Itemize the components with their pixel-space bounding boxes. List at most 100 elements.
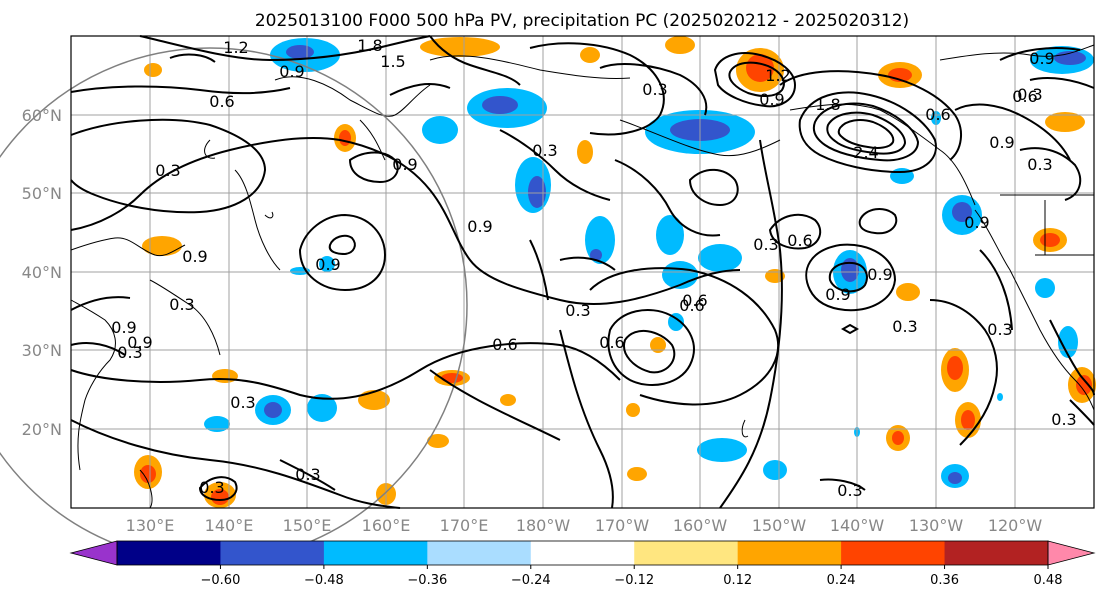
precip-positive-area [650, 337, 666, 353]
precip-negative-area [656, 215, 684, 255]
colorbar-tick-label: −0.48 [304, 573, 344, 588]
precip-strong-negative-area [286, 45, 314, 59]
contour-label: 1.8 [357, 36, 382, 55]
contour-label: 0.3 [532, 141, 557, 160]
contour-label: 0.9 [467, 217, 492, 236]
contour-label: 1.5 [380, 52, 405, 71]
contour-label: 0.3 [117, 343, 142, 362]
colorbar-tick-label: −0.60 [201, 573, 241, 588]
precip-positive-area [144, 63, 162, 77]
precip-strong-area [339, 130, 351, 146]
colorbar-tick-label: 0.12 [723, 573, 752, 588]
contour-label: 0.3 [295, 465, 320, 484]
precip-negative-area [997, 393, 1003, 401]
lon-label: 130°W [909, 516, 964, 535]
colorbar-cells [117, 541, 1049, 565]
precip-strong-negative-area [841, 258, 859, 282]
contour-label: 1.2 [765, 66, 790, 85]
lon-label: 130°E [126, 516, 175, 535]
precip-positive-area [427, 434, 449, 448]
precip-strong-area [746, 54, 774, 82]
precip-negative-area [698, 244, 742, 272]
contour-label: 0.9 [759, 90, 784, 109]
contour-label: 0.9 [182, 247, 207, 266]
lat-label: 30°N [22, 341, 62, 360]
precip-strong-negative-area [948, 472, 962, 484]
colorbar-cell [841, 541, 946, 565]
precip-positive-area [1045, 112, 1085, 132]
colorbar-tick-label: 0.48 [1034, 573, 1063, 588]
precip-positive-area [626, 403, 640, 417]
contour-label: 0.3 [565, 301, 590, 320]
lon-label: 160°E [362, 516, 411, 535]
figure-title: 2025013100 F000 500 hPa PV, precipitatio… [255, 11, 909, 31]
lon-label: 150°E [283, 516, 332, 535]
contour-label: 0.3 [1051, 410, 1076, 429]
contour-label: 0.6 [925, 105, 950, 124]
precip-positive-area [577, 140, 593, 164]
precip-positive-area [580, 47, 600, 63]
precip-positive-area [665, 36, 695, 54]
contour-label: 0.9 [315, 255, 340, 274]
contour-label: 0.9 [989, 133, 1014, 152]
precip-negative-area [697, 438, 747, 462]
precip-strong-area [947, 356, 963, 380]
contour-label: 0.9 [867, 265, 892, 284]
contour-label: 0.9 [825, 285, 850, 304]
contour-label: 0.9 [279, 62, 304, 81]
precip-negative-area [204, 416, 230, 432]
colorbar-cell [427, 541, 532, 565]
precip-positive-area [420, 37, 500, 57]
contour-label: 0.9 [111, 318, 136, 337]
precip-positive-area [212, 369, 238, 383]
colorbar-cell [737, 541, 842, 565]
contour-label: 0.3 [155, 161, 180, 180]
precip-positive-area [358, 390, 390, 410]
colorbar-cell [634, 541, 739, 565]
lon-label: 120°W [988, 516, 1043, 535]
colorbar-cell [323, 541, 428, 565]
colorbar-extend-high [1048, 541, 1094, 565]
contour-label: 0.6 [1012, 87, 1037, 106]
lon-label: 170°W [595, 516, 650, 535]
lon-label: 140°E [205, 516, 254, 535]
lat-label: 40°N [22, 263, 62, 282]
precip-strong-area [1076, 375, 1092, 395]
pv-contours [70, 35, 1095, 509]
contour-label: 0.9 [964, 213, 989, 232]
precip-positive-area [500, 394, 516, 406]
contour-label: 0.3 [987, 320, 1012, 339]
colorbar-tick-label: 0.24 [827, 573, 856, 588]
colorbar-cell [944, 541, 1049, 565]
contour-label: 0.6 [209, 92, 234, 111]
precip-strong-area [441, 373, 463, 383]
contour-label: 0.3 [1017, 85, 1042, 104]
contour-label: 0.3 [642, 80, 667, 99]
latitude-labels: 60°N 50°N 40°N 30°N 20°N [22, 106, 62, 439]
contour-label: 0.9 [392, 155, 417, 174]
precip-strong-area [211, 489, 229, 505]
precip-strong-area [892, 431, 904, 445]
lon-label: 140°W [830, 516, 885, 535]
contour-label: 0.9 [1029, 49, 1054, 68]
colorbar-extend-low [71, 541, 117, 565]
contour-label: 0.3 [199, 478, 224, 497]
contour-label: 0.3 [892, 317, 917, 336]
contour-label: 0.3 [837, 481, 862, 500]
colorbar-tick-label: −0.36 [407, 573, 447, 588]
precip-positive-area [896, 283, 920, 301]
precip-strong-negative-area [264, 402, 282, 418]
precip-negative-area [668, 313, 684, 331]
colorbar-tick-label: −0.24 [511, 573, 551, 588]
lon-label: 170°E [440, 516, 489, 535]
precip-strong-area [1040, 233, 1060, 247]
precip-strong-area [961, 410, 975, 430]
contour-label: 0.3 [169, 295, 194, 314]
precip-negative-area [319, 256, 335, 272]
precip-strong-area [140, 465, 156, 483]
contour-label: 0.6 [492, 335, 517, 354]
precip-strong-negative-area [528, 176, 546, 208]
coastlines [70, 44, 1095, 509]
map-panel: 1.2 1.8 1.5 0.9 0.6 0.3 0.9 0.9 0.9 0.9 … [0, 35, 1096, 563]
